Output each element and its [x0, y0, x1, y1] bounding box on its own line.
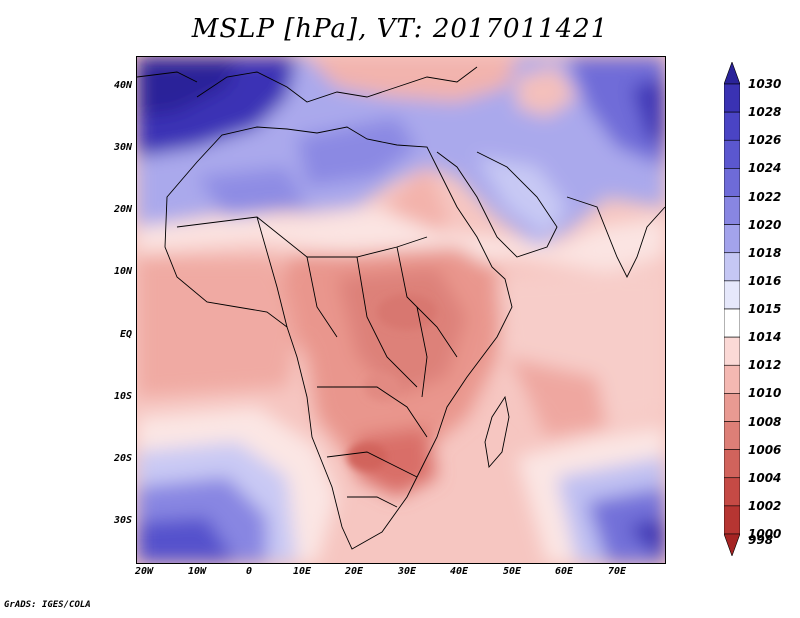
colorbar-label: 1018	[748, 245, 782, 260]
lat-label-30s: 30S	[113, 515, 132, 526]
colorbar-swatch	[724, 364, 740, 394]
colorbar-label: 1028	[748, 105, 782, 120]
lat-label-10s: 10S	[113, 391, 132, 402]
colorbar-label: 998	[748, 533, 774, 547]
colorbar-label: 1004	[748, 470, 782, 485]
colorbar-swatch	[724, 111, 740, 141]
pressure-map	[136, 56, 666, 564]
colorbar-label: 1006	[748, 442, 782, 457]
colorbar-swatch	[724, 421, 740, 450]
colorbar-label: 1000	[748, 527, 782, 541]
lat-label-30n: 30N	[113, 142, 132, 153]
colorbar	[724, 62, 740, 556]
lon-label-30e: 30E	[397, 566, 417, 577]
lat-label-eq: EQ	[119, 329, 132, 340]
colorbar-swatch	[724, 252, 740, 282]
lat-label-40n: 40N	[113, 80, 132, 91]
colorbar-label: 1012	[748, 358, 782, 373]
colorbar-swatch	[724, 505, 740, 535]
colorbar-swatch	[724, 336, 740, 366]
colorbar-swatch	[724, 477, 740, 507]
colorbar-label: 1020	[748, 217, 782, 232]
grads-credit: GrADS: IGES/COLA	[4, 600, 91, 610]
colorbar-label: 1008	[748, 414, 782, 429]
colorbar-label: 1010	[748, 386, 782, 401]
lat-label-10n: 10N	[113, 266, 132, 277]
colorbar-swatch	[724, 224, 740, 254]
colorbar-label: 1024	[748, 161, 782, 176]
colorbar-swatch	[724, 83, 740, 113]
colorbar-label: 1015	[748, 302, 782, 316]
colorbar-swatch	[724, 62, 740, 85]
colorbar-swatch	[724, 196, 740, 225]
colorbar-swatch	[724, 139, 740, 169]
lon-label-10e: 10E	[292, 566, 312, 577]
lat-label-20n: 20N	[113, 204, 132, 215]
colorbar-swatch	[724, 449, 740, 479]
colorbar-label: 1016	[748, 273, 782, 288]
lon-label-60e: 60E	[554, 566, 574, 577]
colorbar-swatch	[724, 280, 740, 310]
colorbar-label: 1026	[748, 133, 782, 148]
lat-label-20s: 20S	[113, 453, 132, 464]
colorbar-swatch	[724, 393, 740, 422]
coastlines	[137, 66, 665, 550]
lon-label-40e: 40E	[449, 566, 469, 577]
pressure-detail	[347, 294, 437, 471]
colorbar-label: 1030	[748, 77, 782, 91]
lon-label-0: 0	[245, 566, 253, 577]
pressure-field	[137, 57, 665, 563]
colorbar-label: 1014	[748, 330, 782, 345]
map-title: MSLP [hPa], VT: 2017011421	[191, 14, 609, 44]
lon-label-70e: 70E	[607, 566, 627, 577]
colorbar-swatch	[724, 308, 740, 338]
lon-label-50e: 50E	[502, 566, 522, 577]
lon-label-20w: 20W	[134, 566, 154, 577]
colorbar-swatch	[724, 533, 740, 556]
lon-label-20e: 20E	[344, 566, 364, 577]
colorbar-label: 1022	[748, 189, 782, 204]
colorbar-swatch	[724, 168, 740, 197]
lon-label-10w: 10W	[187, 566, 207, 577]
colorbar-label: 1002	[748, 498, 782, 513]
